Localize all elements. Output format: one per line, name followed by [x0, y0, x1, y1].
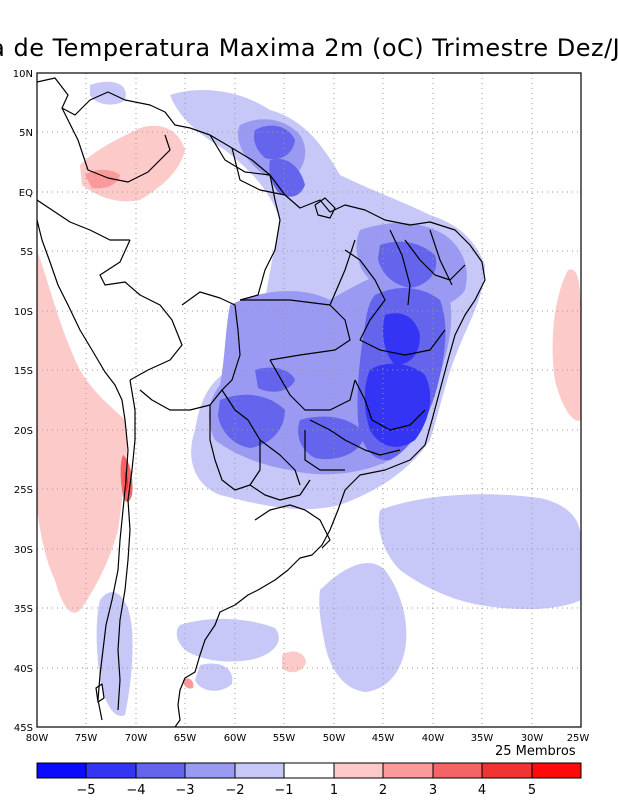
border-uruguay [254, 504, 331, 549]
state-borders-south [309, 419, 401, 456]
latitude-labels: 10N 5N EQ 5S 10S 15S 20S 25S 30S 35S 40S… [13, 69, 33, 734]
state-borders-east [404, 239, 466, 281]
colorbar-tick: 4 [478, 783, 486, 798]
anomaly-area-atlantic-east [552, 269, 581, 421]
state-borders-north [239, 174, 281, 301]
border-bolivia [139, 291, 241, 411]
colorbar-tick: 3 [429, 783, 437, 798]
border-ecuador-peru [37, 199, 130, 241]
anomaly-area-chile-south [96, 591, 133, 716]
island-marajo [314, 197, 336, 219]
anomaly-area-venezuela [90, 81, 126, 105]
lat-label: EQ [19, 188, 33, 199]
anomaly-area-patagonia-south [195, 663, 233, 691]
lat-label: 5N [19, 128, 33, 139]
colorbar-tick: 2 [379, 783, 387, 798]
anomaly-area-amapa [269, 158, 305, 197]
anomaly-area-guianas-strong [254, 125, 295, 160]
colorbar-swatch [235, 763, 284, 778]
state-borders-ms [259, 439, 301, 486]
lon-label: 50W [323, 733, 346, 744]
state-borders-pi [389, 229, 411, 306]
anomaly-area-piaui [378, 241, 437, 288]
lat-label: 35S [14, 604, 33, 615]
coastline [37, 77, 486, 727]
colorbar-tick: −5 [76, 783, 95, 798]
colorbar-swatch [383, 763, 433, 778]
lon-label: 45W [372, 733, 395, 744]
state-borders-central [240, 299, 351, 361]
lon-label: 55W [273, 733, 296, 744]
anomaly-area-argentina [319, 562, 407, 692]
lat-label: 5S [20, 247, 33, 258]
anomaly-area-patagonia [176, 618, 279, 662]
colorbar-tick: 1 [330, 783, 338, 798]
lon-label: 65W [174, 733, 197, 744]
colorbar-tick: 5 [528, 783, 536, 798]
graticule [37, 73, 581, 727]
state-borders-bahia [359, 329, 446, 356]
lon-label: 60W [224, 733, 247, 744]
colorbar-swatch [185, 763, 235, 778]
island-chiloe [95, 683, 105, 703]
lat-label: 25S [14, 485, 33, 496]
state-borders-mid [329, 239, 356, 306]
ensemble-members-note: 25 Membros [495, 744, 576, 759]
country-borders [37, 77, 486, 727]
anomaly-area-patagonia-small [282, 651, 306, 673]
colorbar-swatch [284, 763, 334, 778]
anomaly-shading [37, 81, 581, 716]
anomaly-area-patagonia-tip [183, 678, 194, 689]
state-borders-northeast [344, 249, 386, 341]
border-guianas [209, 134, 271, 176]
state-borders-sp [304, 430, 345, 471]
border-argentina-brazil [249, 479, 311, 501]
anomaly-area-pacific-coast [37, 250, 128, 613]
colorbar-swatch [482, 763, 532, 778]
lon-label: 80W [26, 733, 49, 744]
lon-label: 40W [422, 733, 445, 744]
state-borders-goias [269, 359, 356, 411]
border-peru-brazil [99, 239, 183, 381]
border-guianas-2 [231, 147, 286, 196]
lon-label: 35W [471, 733, 494, 744]
longitude-labels: 80W 75W 70W 65W 60W 55W 50W 45W 40W 35W … [26, 733, 590, 744]
anomaly-area-sao-paulo [298, 416, 365, 460]
colorbar-swatch [532, 763, 581, 778]
colorbar-swatch [334, 763, 383, 778]
border-chile-argentina [117, 379, 136, 711]
colorbar-swatch [86, 763, 136, 778]
anomaly-area-minas-strong [364, 363, 431, 447]
lon-label: 75W [75, 733, 98, 744]
colorbar-tick: −2 [225, 783, 244, 798]
lat-label: 10S [14, 307, 33, 318]
colorbar-tick: −3 [175, 783, 194, 798]
map-title: ’a de Temperatura Maxima 2m (oC) Trimest… [0, 34, 618, 62]
lon-label: 70W [125, 733, 148, 744]
lat-label: 20S [14, 426, 33, 437]
map-frame [36, 72, 582, 728]
colorbar-tick: −4 [126, 783, 145, 798]
pacific-coastline [37, 219, 129, 721]
state-borders-minas [354, 379, 426, 431]
lat-label: 45S [14, 723, 33, 734]
lat-label: 30S [14, 545, 33, 556]
colorbar-swatch [136, 763, 185, 778]
anomaly-area-colombia-strong [85, 169, 120, 189]
lon-label: 30W [521, 733, 544, 744]
border-paraguay [209, 389, 261, 491]
border-colombia-venezuela [61, 107, 171, 183]
colorbar: −5 −4 −3 −2 −1 1 2 3 4 5 [36, 762, 582, 798]
colorbar-tick: −1 [274, 783, 293, 798]
colorbar-swatch [37, 763, 86, 778]
anomaly-area-atlantic-south [378, 494, 581, 610]
colorbar-swatch [433, 763, 482, 778]
lon-label: 25W [567, 733, 590, 744]
lat-label: 40S [14, 664, 33, 675]
state-borders-ne-small [429, 229, 453, 286]
lat-label: 15S [14, 366, 33, 377]
anomaly-area-colombia [80, 125, 185, 202]
lat-label: 10N [13, 69, 33, 80]
